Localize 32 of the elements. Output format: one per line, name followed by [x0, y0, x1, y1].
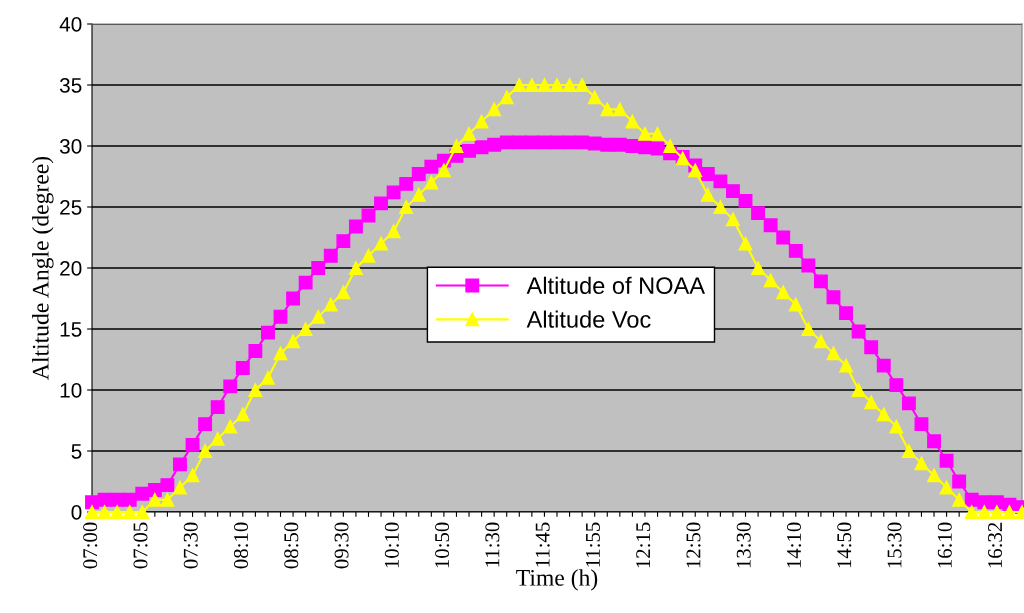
- x-tick-label: 07:05: [133, 522, 148, 569]
- x-tick-label: 09:30: [334, 522, 349, 569]
- x-tick-label: 10:10: [384, 522, 399, 568]
- y-tick-label: 5: [71, 444, 82, 459]
- y-axis-title: Altitude Angle (degree): [32, 156, 54, 380]
- y-tick-label: 25: [60, 200, 82, 215]
- x-tick-label: 12:50: [686, 522, 701, 568]
- x-axis-title: Time (h): [516, 569, 598, 591]
- x-tick-label: 14:50: [837, 522, 852, 568]
- x-tick-label: 08:50: [284, 522, 299, 569]
- legend-label: Altitude Voc: [526, 310, 651, 328]
- x-tick-label: 11:30: [485, 522, 500, 567]
- x-tick-label: 13:30: [736, 522, 751, 568]
- y-tick-label: 0: [71, 505, 82, 520]
- y-tick-label: 35: [59, 78, 82, 93]
- y-tick-label: 20: [60, 261, 82, 276]
- x-tick-label: 07:30: [183, 522, 198, 569]
- y-tick-label: 40: [59, 17, 82, 32]
- x-tick-label: 11:45: [535, 522, 550, 567]
- legend-label: Altitude of NOAA: [526, 276, 706, 295]
- x-tick-label: 07:00: [83, 522, 98, 569]
- x-tick-label: 16:10: [937, 522, 952, 568]
- y-tick-label: 15: [60, 322, 82, 337]
- y-tick-label: 10: [60, 383, 82, 398]
- x-tick-label: 16:32: [988, 522, 1003, 568]
- y-tick-label: 30: [59, 139, 82, 154]
- x-tick-label: 15:30: [887, 522, 902, 568]
- x-tick-label: 14:10: [786, 522, 802, 568]
- x-tick-label: 11:55: [585, 522, 601, 567]
- x-tick-label: 10:50: [435, 522, 450, 568]
- x-tick-label: 12:15: [636, 522, 651, 568]
- x-tick-label: 08:10: [233, 522, 249, 569]
